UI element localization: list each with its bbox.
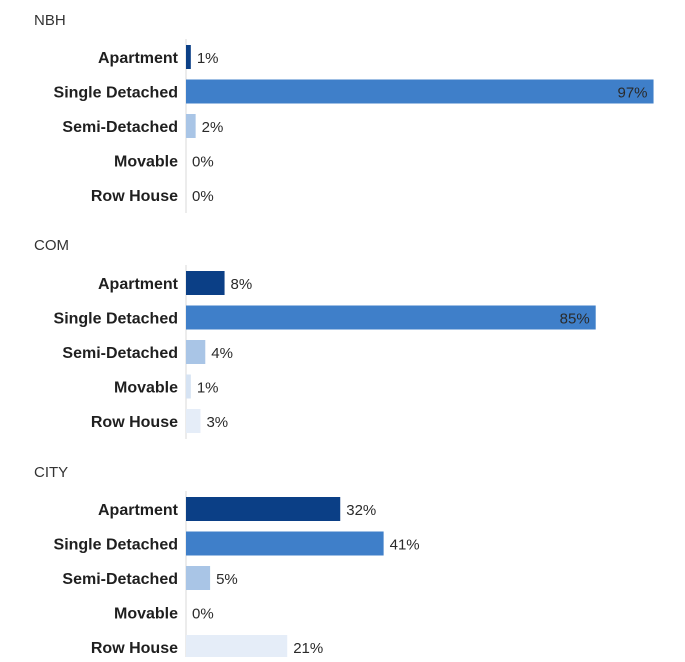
category-label: Apartment [98,502,179,519]
category-label: Single Detached [54,537,178,554]
category-label: Row House [91,640,178,657]
data-label: 97% [618,85,648,102]
bar [186,114,196,138]
category-label: Movable [114,380,178,397]
bar [186,45,191,69]
data-label: 0% [192,606,214,623]
category-label: Movable [114,154,178,171]
category-label: Apartment [98,276,179,293]
bar [186,340,206,364]
category-label: Movable [114,606,178,623]
data-label: 32% [346,502,376,519]
bar [186,374,191,399]
category-label: Row House [91,414,178,431]
category-label: Semi-Detached [62,571,178,588]
data-label: 85% [560,311,590,328]
data-label: 41% [390,537,420,554]
data-label: 0% [192,154,214,171]
data-label: 0% [192,188,214,205]
category-label: Single Detached [54,85,178,102]
category-label: Row House [91,188,178,205]
panel-title: CITY [34,464,68,481]
bar [186,305,596,330]
bar [186,79,654,104]
category-label: Single Detached [54,311,178,328]
category-label: Apartment [98,50,179,67]
panel-title: COM [34,237,69,254]
category-label: Semi-Detached [62,119,178,136]
data-label: 1% [197,50,219,67]
data-label: 2% [202,119,224,136]
bar [186,497,341,521]
data-label: 21% [293,640,323,657]
data-label: 1% [197,380,219,397]
panel-title: NBH [34,12,66,29]
bar [186,566,211,590]
data-label: 8% [231,276,253,293]
bar [186,409,201,433]
bar [186,635,288,659]
bar [186,531,384,556]
data-label: 5% [216,571,238,588]
data-label: 3% [206,414,228,431]
category-label: Semi-Detached [62,345,178,362]
bar [186,271,225,295]
data-label: 4% [211,345,233,362]
